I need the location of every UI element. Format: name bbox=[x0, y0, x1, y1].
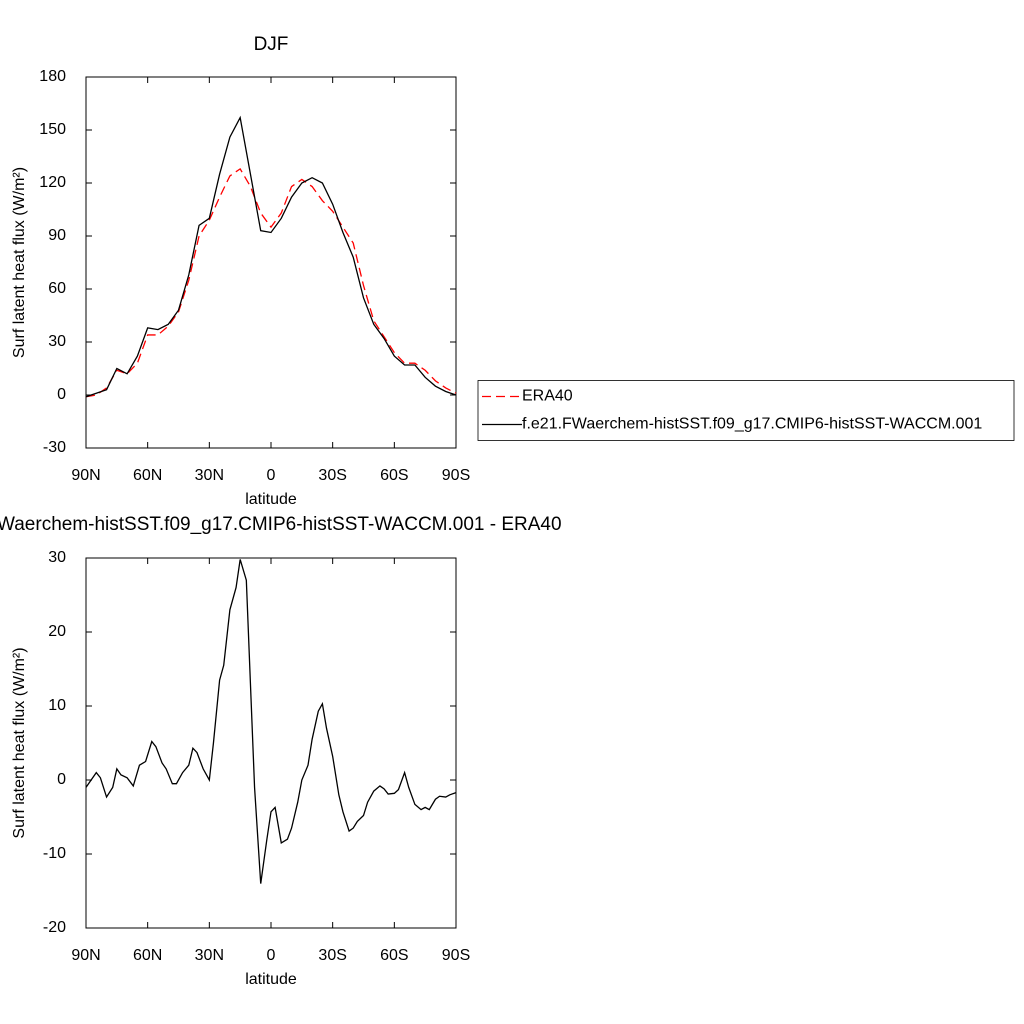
data-line bbox=[85, 559, 457, 884]
x-axis-label: latitude bbox=[245, 971, 297, 988]
y-axis-label: Surf latent heat flux (W/m²) bbox=[11, 647, 28, 838]
x-tick-label: 30N bbox=[195, 947, 224, 964]
x-tick-label: 0 bbox=[267, 467, 276, 484]
x-tick-label: 90S bbox=[442, 947, 470, 964]
y-tick-label: 150 bbox=[39, 121, 66, 138]
y-axis-label: Surf latent heat flux (W/m²) bbox=[11, 167, 28, 358]
y-tick-label: 30 bbox=[48, 333, 66, 350]
x-tick-label: 90N bbox=[71, 947, 100, 964]
legend-box bbox=[477, 380, 1015, 441]
x-tick-label: 30S bbox=[318, 467, 346, 484]
x-tick-label: 90S bbox=[442, 467, 470, 484]
chart-title: DJF bbox=[254, 34, 289, 55]
data-line bbox=[85, 167, 457, 398]
legend-label: ERA40 bbox=[522, 388, 573, 405]
legend-label: f.e21.FWaerchem-histSST.f09_g17.CMIP6-hi… bbox=[522, 416, 982, 433]
y-tick-label: 180 bbox=[39, 68, 66, 85]
x-tick-label: 30N bbox=[195, 467, 224, 484]
x-tick-label: 60N bbox=[133, 467, 162, 484]
y-tick-label: 10 bbox=[48, 697, 66, 714]
plot-frame bbox=[85, 557, 457, 929]
y-tick-label: 0 bbox=[57, 771, 66, 788]
x-tick-label: 60S bbox=[380, 947, 408, 964]
y-tick-label: -30 bbox=[43, 439, 66, 456]
x-tick-label: 90N bbox=[71, 467, 100, 484]
y-tick-label: 60 bbox=[48, 280, 66, 297]
y-tick-label: 90 bbox=[48, 227, 66, 244]
data-line bbox=[85, 115, 457, 398]
x-axis-label: latitude bbox=[245, 491, 297, 508]
y-tick-label: 120 bbox=[39, 174, 66, 191]
y-tick-label: -20 bbox=[43, 919, 66, 936]
plot-frame bbox=[85, 76, 457, 449]
x-tick-label: 0 bbox=[267, 947, 276, 964]
y-tick-label: 30 bbox=[48, 549, 66, 566]
x-tick-label: 30S bbox=[318, 947, 346, 964]
chart-title: Waerchem-histSST.f09_g17.CMIP6-histSST-W… bbox=[0, 514, 562, 535]
x-tick-label: 60N bbox=[133, 947, 162, 964]
y-tick-label: -10 bbox=[43, 845, 66, 862]
y-tick-label: 0 bbox=[57, 386, 66, 403]
x-tick-label: 60S bbox=[380, 467, 408, 484]
y-tick-label: 20 bbox=[48, 623, 66, 640]
